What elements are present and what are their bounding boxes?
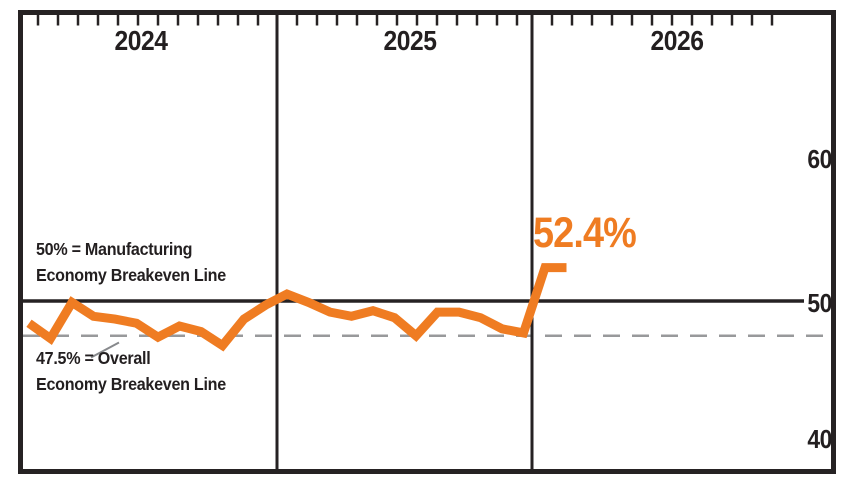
breakeven-manufacturing-note-line2: Economy Breakeven Line bbox=[36, 265, 226, 285]
pmi-data-line bbox=[26, 263, 567, 352]
breakeven-overall-note-line2: Economy Breakeven Line bbox=[36, 374, 226, 394]
y-axis-tick-60: 60 bbox=[807, 144, 832, 174]
latest-value-label: 52.4% bbox=[533, 209, 637, 257]
x-axis-year-2024: 2024 bbox=[114, 25, 168, 56]
y-axis-tick-40: 40 bbox=[807, 424, 832, 454]
y-axis-tick-50: 50 bbox=[807, 288, 832, 318]
x-axis-year-2025: 2025 bbox=[383, 25, 437, 56]
breakeven-overall-note-line1: 47.5% = Overall bbox=[36, 348, 151, 368]
breakeven-overall-note: 47.5% = Overall Economy Breakeven Line bbox=[36, 345, 226, 397]
x-axis-year-2026: 2026 bbox=[650, 25, 704, 56]
plot-border bbox=[18, 10, 836, 474]
breakeven-manufacturing-note: 50% = Manufacturing Economy Breakeven Li… bbox=[36, 236, 226, 288]
note-pointer-line bbox=[90, 341, 120, 359]
breakeven-manufacturing-note-line1: 50% = Manufacturing bbox=[36, 239, 193, 259]
